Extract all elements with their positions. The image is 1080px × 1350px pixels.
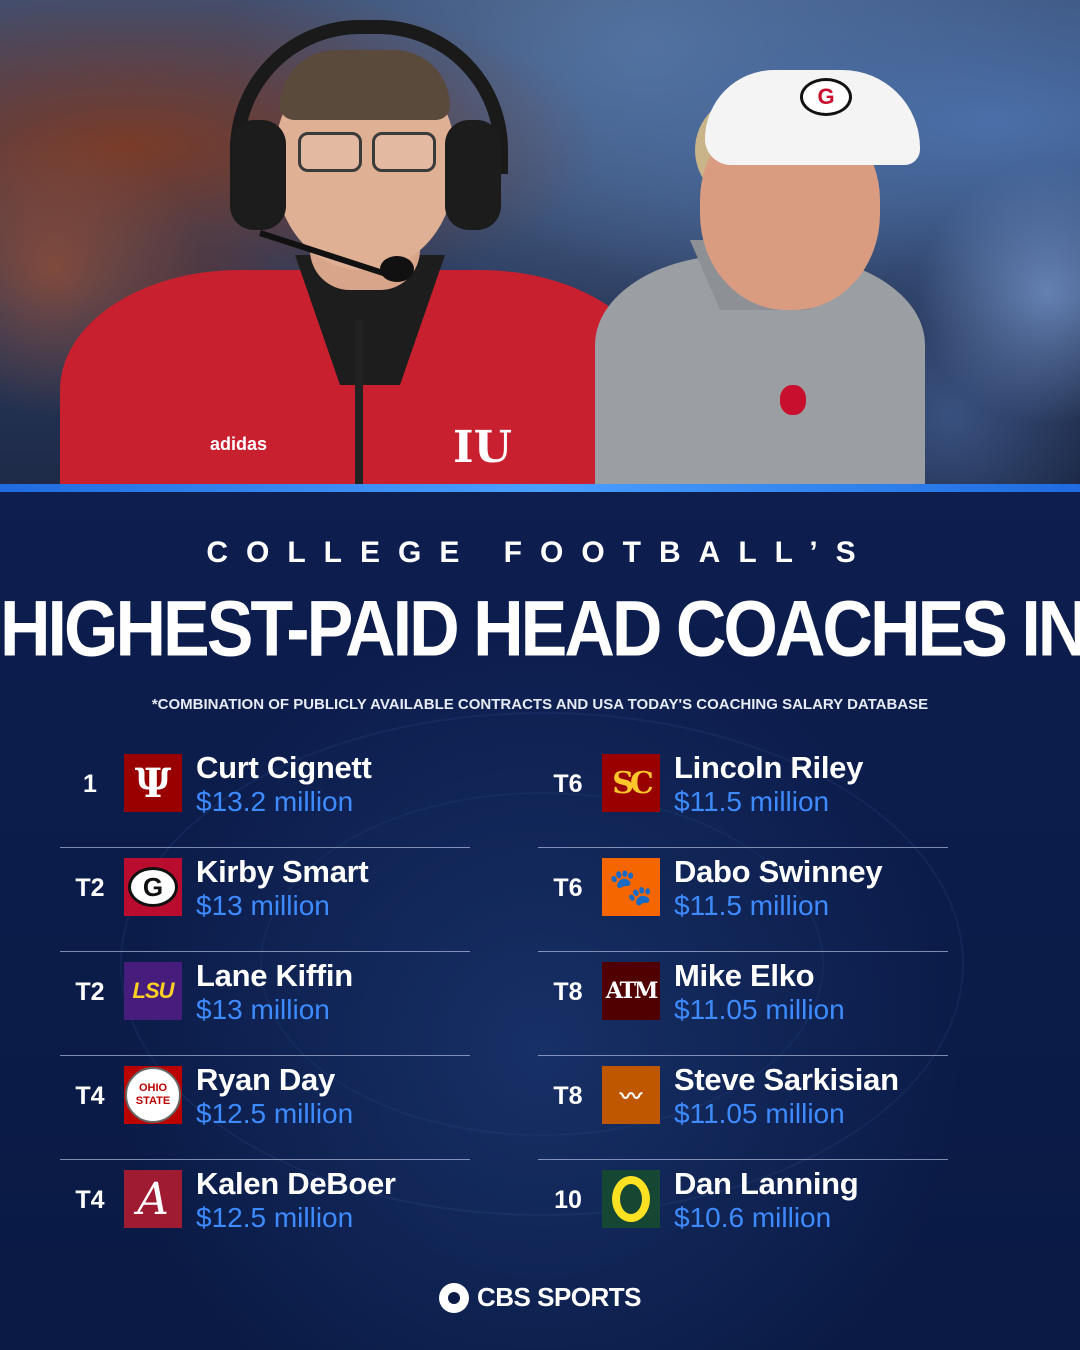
coach-salary: $11.05 million — [674, 994, 845, 1025]
list-item: T2 G Kirby Smart $13 million — [60, 848, 470, 952]
page-title: HIGHEST-PAID HEAD COACHES IN 2026 — [0, 585, 1080, 673]
logo-mark: Ψ — [134, 759, 172, 807]
logo-mark: 🐾 — [608, 866, 654, 907]
logo-mark: OHIO STATE — [125, 1067, 181, 1123]
logo-mark: 〰 — [619, 1084, 642, 1109]
list-item: 10 Dan Lanning $10.6 million — [538, 1160, 948, 1263]
headset-ear-left — [230, 120, 286, 230]
clemson-paw-icon: 🐾 — [602, 858, 660, 916]
coach-name: Mike Elko — [674, 958, 815, 993]
coach-name: Ryan Day — [196, 1062, 335, 1097]
list-item: T2 LSU Lane Kiffin $13 million — [60, 952, 470, 1056]
coach-name: Dan Lanning — [674, 1166, 859, 1201]
logo-mark: ATM — [605, 978, 659, 1004]
coach-name: Curt Cignett — [196, 750, 372, 785]
cbs-sports-logo: CBS SPORTS — [476, 1282, 642, 1312]
coach-name: Dabo Swinney — [674, 854, 883, 889]
list-item: 1 Ψ Curt Cignett $13.2 million — [60, 744, 470, 848]
lsu-logo-icon: LSU — [124, 962, 182, 1020]
logo-mark: A — [137, 1173, 169, 1225]
rank-label: T4 — [75, 1186, 105, 1214]
oregon-o-mark — [612, 1176, 650, 1222]
adidas-logo: adidas — [210, 434, 268, 454]
indiana-logo-icon: Ψ — [124, 754, 182, 812]
coach-salary: $12.5 million — [196, 1202, 354, 1233]
usc-logo-icon: SC — [602, 754, 660, 812]
coach-name: Kirby Smart — [196, 854, 369, 889]
logo-mark: LSU — [132, 978, 175, 1003]
coach-salary: $13 million — [196, 890, 330, 921]
rankings-panel: COLLEGE FOOTBALL’S HIGHEST-PAID HEAD COA… — [0, 492, 1080, 1350]
coaches-photo: IU adidas G — [0, 0, 1080, 488]
coach-salary: $11.5 million — [674, 786, 830, 817]
rankings-left-column: 1 Ψ Curt Cignett $13.2 million T2 G Kirb… — [60, 744, 470, 1263]
texas-am-logo-icon: ATM — [602, 962, 660, 1020]
coach-salary: $12.5 million — [196, 1098, 354, 1129]
coach-salary: $10.6 million — [674, 1202, 832, 1233]
footer-brand: CBS SPORTS — [0, 1282, 1080, 1313]
bulldog-chest-logo — [780, 385, 806, 415]
georgia-visor-logo: G — [800, 78, 852, 116]
source-note: *COMBINATION OF PUBLICLY AVAILABLE CONTR… — [151, 696, 929, 713]
coach-salary: $13 million — [196, 994, 330, 1025]
indiana-chest-logo: IU — [453, 422, 512, 473]
rankings-right-column: T6 SC Lincoln Riley $11.5 million T6 🐾 D… — [538, 744, 948, 1263]
list-item: T4 OHIO STATE Ryan Day $12.5 million — [60, 1056, 470, 1160]
field-watermark — [120, 712, 964, 1216]
rank-label: 10 — [554, 1186, 582, 1214]
rank-label: T6 — [553, 770, 583, 798]
list-item: T6 🐾 Dabo Swinney $11.5 million — [538, 848, 948, 952]
list-item: T8 ATM Mike Elko $11.05 million — [538, 952, 948, 1056]
jacket-zipper — [355, 320, 363, 488]
rank-label: T2 — [75, 874, 105, 902]
oregon-logo-icon — [602, 1170, 660, 1228]
rank-label: T8 — [553, 978, 583, 1006]
coach-photo-left: IU adidas — [60, 20, 660, 488]
list-item: T8 〰 Steve Sarkisian $11.05 million — [538, 1056, 948, 1160]
list-item: T6 SC Lincoln Riley $11.5 million — [538, 744, 948, 848]
georgia-logo-icon: G — [124, 858, 182, 916]
texas-longhorn-icon: 〰 — [602, 1066, 660, 1124]
coach-salary: $11.05 million — [674, 1098, 845, 1129]
rank-label: T8 — [553, 1082, 583, 1110]
headset-ear-right — [445, 120, 501, 230]
coach-photo-right: G — [595, 40, 925, 488]
microphone-icon — [380, 256, 414, 282]
list-item: T4 A Kalen DeBoer $12.5 million — [60, 1160, 470, 1263]
logo-mark: SC — [612, 765, 653, 801]
coach-name: Lane Kiffin — [196, 958, 353, 993]
page-subtitle: COLLEGE FOOTBALL’S — [206, 536, 874, 569]
ohio-state-logo-icon: OHIO STATE — [124, 1066, 182, 1124]
cbs-eye-icon — [438, 1282, 469, 1313]
coach-name: Kalen DeBoer — [196, 1166, 396, 1201]
rank-label: T2 — [75, 978, 105, 1006]
coach-name: Lincoln Riley — [674, 750, 864, 785]
coach-salary: $13.2 million — [196, 786, 354, 817]
rank-label: T6 — [553, 874, 583, 902]
coach-name: Steve Sarkisian — [674, 1062, 899, 1097]
logo-mark: G — [128, 867, 178, 907]
alabama-logo-icon: A — [124, 1170, 182, 1228]
rank-label: 1 — [83, 770, 97, 798]
rank-label: T4 — [75, 1082, 105, 1110]
field-watermark-inner — [260, 792, 824, 1136]
divider-stripe — [0, 484, 1080, 492]
coach-salary: $11.5 million — [674, 890, 830, 921]
